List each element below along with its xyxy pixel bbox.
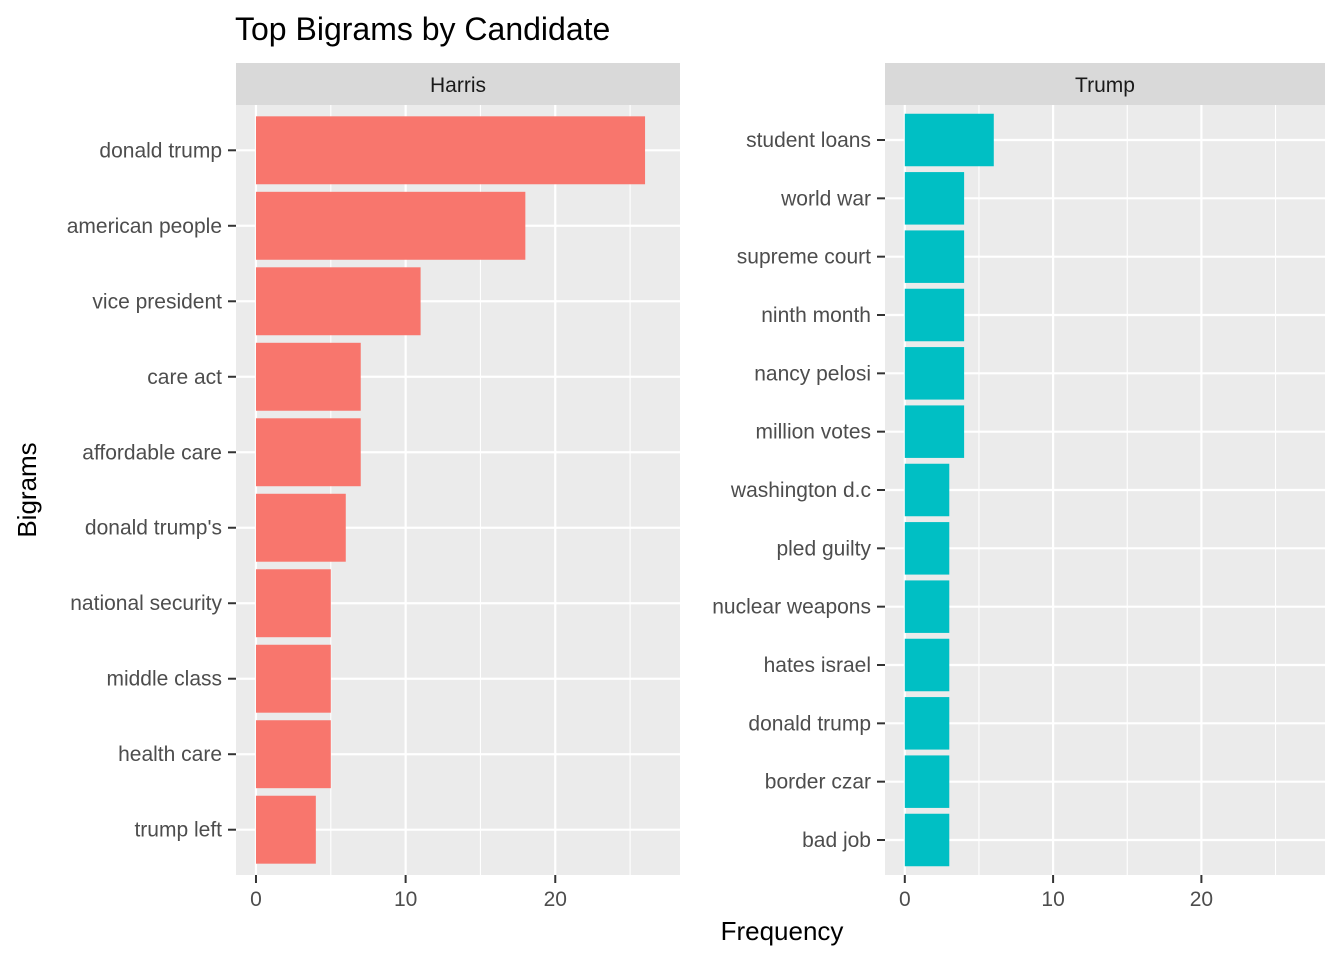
- x-tick-label-harris: 0: [250, 888, 262, 911]
- bar-trump-donald-trump: [904, 697, 950, 750]
- x-tick-label-trump: 20: [1190, 888, 1213, 911]
- x-tick-label-trump: 0: [899, 888, 911, 911]
- bar-trump-nancy-pelosi: [904, 347, 965, 400]
- bar-trump-ninth-month: [904, 288, 965, 342]
- bar-trump-world-war: [904, 172, 965, 225]
- y-axis-trump: student loans world war supreme court ninth…: [712, 129, 885, 852]
- bar-trump-border-czar: [904, 755, 950, 808]
- bar-harris-middle-class: [255, 644, 331, 713]
- y-tick-label-trump: million votes: [755, 421, 871, 444]
- y-tick-label-trump: pled guilty: [776, 537, 871, 560]
- bar-harris-health-care: [255, 720, 331, 789]
- x-axis-harris: 0 10 20: [250, 875, 567, 911]
- bar-harris-donald-trump: [255, 116, 646, 185]
- y-tick-label-harris: donald trump's: [85, 517, 222, 540]
- y-axis-title: Bigrams: [12, 442, 42, 537]
- bar-harris-american-people: [255, 191, 526, 260]
- y-tick-label-trump: hates israel: [764, 654, 871, 677]
- y-tick-label-harris: middle class: [106, 668, 222, 691]
- x-axis-title: Frequency: [721, 916, 844, 946]
- x-axis-trump: 0 10 20: [899, 875, 1213, 911]
- facet-trump: Trump student loans world war supreme cour…: [712, 63, 1325, 911]
- bar-harris-care-act: [255, 342, 361, 411]
- y-tick-label-trump: bad job: [802, 829, 871, 852]
- y-axis-harris: donald trump american people vice presiden…: [67, 139, 236, 842]
- x-tick-label-harris: 20: [544, 888, 567, 911]
- bar-trump-student-loans: [904, 113, 994, 167]
- chart-title: Top Bigrams by Candidate: [235, 11, 610, 47]
- bar-trump-supreme-court: [904, 230, 965, 283]
- facet-label-trump: Trump: [1075, 74, 1135, 97]
- y-tick-label-trump: student loans: [746, 129, 871, 152]
- bar-trump-bad-job: [904, 813, 950, 867]
- bars-harris: [255, 116, 646, 864]
- bar-harris-affordable-care: [255, 418, 361, 487]
- bar-trump-nuclear-weapons: [904, 580, 950, 633]
- y-tick-label-harris: vice president: [92, 290, 222, 313]
- y-tick-label-trump: world war: [780, 187, 871, 210]
- bar-harris-vice-president: [255, 267, 421, 336]
- y-tick-label-trump: washington d.c: [730, 479, 871, 502]
- y-tick-label-harris: care act: [147, 366, 222, 389]
- y-tick-label-trump: nuclear weapons: [712, 596, 871, 619]
- y-tick-label-harris: national security: [70, 592, 222, 615]
- y-tick-label-trump: donald trump: [748, 712, 871, 735]
- bars-trump: [904, 113, 994, 867]
- y-tick-label-trump: supreme court: [737, 246, 871, 269]
- facet-label-harris: Harris: [430, 74, 486, 97]
- y-tick-label-trump: nancy pelosi: [754, 362, 871, 385]
- y-tick-label-trump: border czar: [765, 771, 871, 794]
- bar-trump-hates-israel: [904, 638, 950, 692]
- facet-strip-harris: [236, 63, 680, 105]
- bar-trump-washington-d-c: [904, 463, 950, 517]
- y-tick-label-harris: trump left: [134, 819, 222, 842]
- bar-harris-national-security: [255, 569, 331, 638]
- x-tick-label-harris: 10: [394, 888, 417, 911]
- y-tick-label-harris: affordable care: [82, 441, 222, 464]
- facet-strip-trump: [885, 63, 1325, 105]
- bar-harris-trump-left: [255, 795, 316, 864]
- y-tick-label-harris: health care: [118, 743, 222, 766]
- bar-trump-pled-guilty: [904, 522, 950, 575]
- bar-harris-donald-trump-s: [255, 493, 346, 562]
- y-tick-label-trump: ninth month: [761, 304, 871, 327]
- y-tick-label-harris: american people: [67, 215, 222, 238]
- facet-harris: Harris donald trump american people vice p…: [67, 63, 680, 911]
- bar-trump-million-votes: [904, 405, 965, 458]
- y-tick-label-harris: donald trump: [99, 139, 222, 162]
- x-tick-label-trump: 10: [1041, 888, 1064, 911]
